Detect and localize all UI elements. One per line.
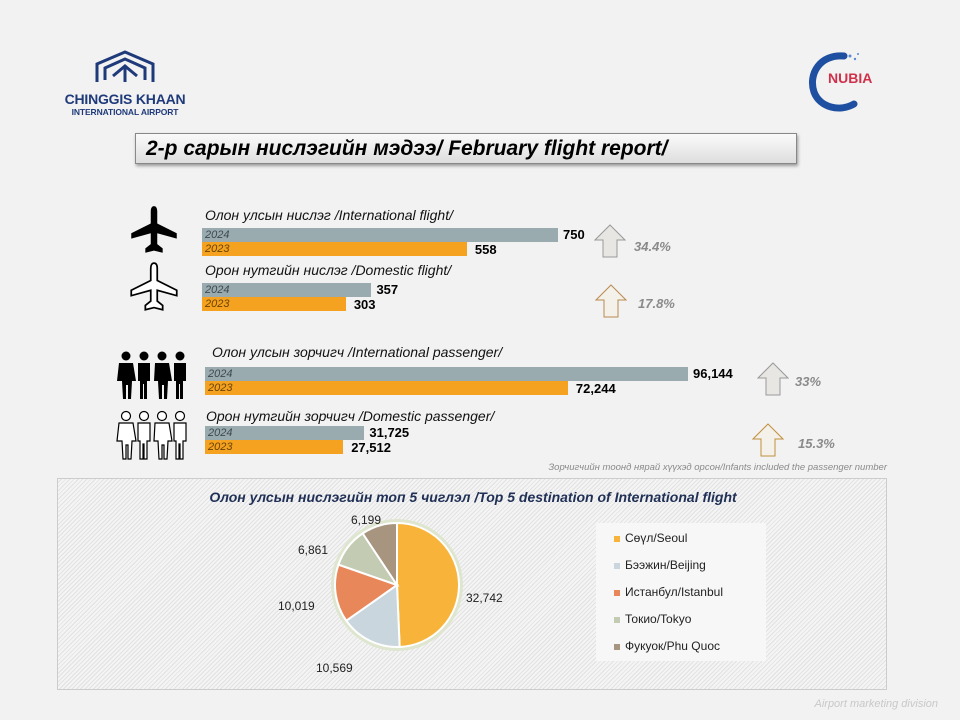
bar-2024: 2024	[202, 228, 558, 242]
year-label: 2023	[208, 382, 233, 394]
bar-2024: 2024	[205, 367, 688, 381]
value-2024: 31,725	[369, 425, 410, 440]
legend-item: Фукуок/Phu Quoc	[614, 639, 720, 653]
page-title: 2-р сарын нислэгийн мэдээ/ February flig…	[146, 137, 668, 160]
legend-swatch	[614, 562, 620, 569]
group-label: Орон нутгийн зорчигч /Domestic passenger…	[206, 408, 495, 424]
pie-label-seoul: 32,742	[466, 591, 503, 605]
legend-swatch	[614, 535, 620, 542]
logo-text: CHINGGIS KHAAN	[64, 91, 186, 107]
value-2023: 303	[353, 297, 376, 312]
pie-slice-3	[334, 563, 400, 623]
pie-slice-5	[361, 521, 398, 589]
legend-item: Истанбул/Istanbul	[614, 585, 723, 599]
airplane-outline-icon	[130, 262, 178, 311]
legend-item: Бээжин/Beijing	[614, 558, 706, 572]
up-arrow-icon	[757, 362, 789, 396]
nubia-logo: NUBIA	[806, 50, 886, 112]
up-arrow-icon	[752, 423, 784, 457]
change-percent: 34.4%	[634, 239, 671, 254]
legend-label: Фукуок/Phu Quoc	[625, 639, 720, 653]
legend-label: Истанбул/Istanbul	[625, 585, 723, 599]
footer-text: Airport marketing division	[814, 698, 939, 710]
bar-2024: 2024	[202, 283, 372, 297]
up-arrow-icon	[595, 284, 627, 318]
year-label: 2024	[208, 368, 233, 380]
value-2024: 357	[376, 282, 399, 297]
nubia-swirl-icon	[809, 52, 859, 112]
value-2024: 750	[563, 227, 585, 242]
change-percent: 17.8%	[638, 296, 675, 311]
value-2024: 96,144	[693, 366, 733, 381]
passengers-filled-icon	[117, 351, 186, 399]
year-label: 2024	[205, 229, 230, 241]
nubia-text: NUBIA	[828, 70, 873, 86]
bar-2024: 2024	[205, 426, 365, 440]
airport-emblem-icon	[95, 50, 155, 82]
pie-slice-2	[344, 583, 401, 648]
pie-label-beijing: 10,569	[316, 661, 353, 675]
bar-2023: 2023	[202, 297, 346, 311]
airplane-filled-icon	[131, 206, 177, 253]
year-label: 2024	[205, 284, 230, 296]
year-label: 2023	[208, 441, 233, 453]
chinggis-khaan-logo: CHINGGIS KHAAN INTERNATIONAL AIRPORT	[60, 50, 190, 117]
legend-label: Бээжин/Beijing	[625, 558, 706, 572]
bar-2023: 2023	[205, 440, 344, 454]
legend-item: Сөүл/Seoul	[614, 531, 687, 545]
pie-label-istanbul: 10,019	[278, 599, 315, 613]
pie-chart	[331, 519, 463, 651]
infants-note: Зорчигчийн тоонд нярай хүүхэд орсон/Infa…	[548, 462, 887, 473]
legend-swatch	[614, 589, 620, 596]
bar-2023: 2023	[202, 242, 467, 256]
logo-subtext: INTERNATIONAL AIRPORT	[71, 107, 179, 117]
up-arrow-icon	[594, 224, 626, 258]
year-label: 2023	[205, 298, 230, 310]
legend-item: Токио/Tokyo	[614, 612, 691, 626]
legend-label: Токио/Tokyo	[625, 612, 692, 626]
pie-slice-1	[396, 521, 460, 648]
pie-legend: Сөүл/Seoul Бээжин/Beijing Истанбул/Istanbu…	[596, 523, 766, 661]
value-2023: 27,512	[351, 440, 391, 455]
top-destinations-panel: Олон улсын нислэгийн топ 5 чиглэл /Top 5…	[57, 478, 887, 690]
pie-title: Олон улсын нислэгийн топ 5 чиглэл /Top 5…	[209, 489, 737, 505]
report-title-box: 2-р сарын нислэгийн мэдээ/ February flig…	[135, 133, 797, 164]
group-label: Орон нутгийн нислэг /Domestic flight/	[205, 262, 452, 278]
value-2023: 72,244	[575, 381, 616, 396]
change-percent: 15.3%	[798, 436, 835, 451]
pie-label-phu-quoc: 6,199	[351, 513, 382, 527]
value-2023: 558	[474, 242, 497, 257]
legend-swatch	[614, 616, 620, 623]
group-label: Олон улсын нислэг /International flight/	[205, 207, 454, 223]
legend-swatch	[614, 643, 620, 650]
legend-label: Сөүл/Seoul	[625, 531, 688, 545]
group-label: Олон улсын зорчигч /International passen…	[212, 344, 503, 360]
passengers-outline-icon	[116, 410, 187, 460]
pie-label-tokyo: 6,861	[298, 543, 329, 557]
year-label: 2023	[205, 243, 230, 255]
year-label: 2024	[208, 427, 233, 439]
bar-2023: 2023	[205, 381, 568, 395]
change-percent: 33%	[795, 374, 822, 389]
